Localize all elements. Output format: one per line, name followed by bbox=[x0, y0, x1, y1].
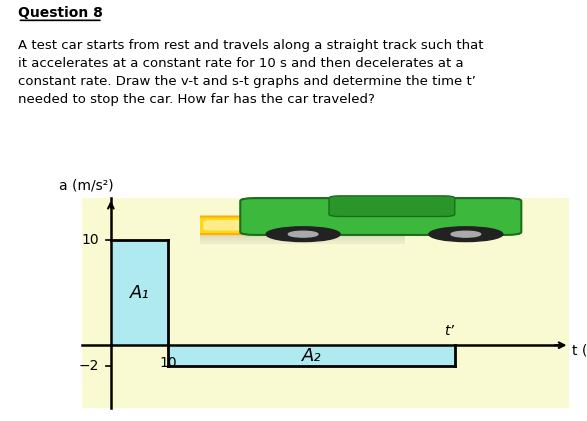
Bar bbox=[111, 240, 168, 345]
Text: 10: 10 bbox=[159, 356, 177, 370]
Circle shape bbox=[266, 227, 340, 242]
Text: A test car starts from rest and travels along a straight track such that
it acce: A test car starts from rest and travels … bbox=[18, 39, 483, 106]
Text: t’: t’ bbox=[444, 324, 454, 338]
FancyBboxPatch shape bbox=[203, 220, 255, 231]
FancyBboxPatch shape bbox=[192, 216, 281, 234]
Text: Question 8: Question 8 bbox=[18, 6, 103, 20]
Circle shape bbox=[288, 231, 318, 237]
Circle shape bbox=[429, 227, 503, 242]
Text: t (s): t (s) bbox=[572, 344, 587, 357]
Text: a (m/s²): a (m/s²) bbox=[59, 179, 114, 192]
Text: A₁: A₁ bbox=[130, 284, 149, 301]
Circle shape bbox=[451, 231, 481, 237]
FancyBboxPatch shape bbox=[329, 196, 455, 216]
Text: A₂: A₂ bbox=[302, 347, 321, 365]
Bar bbox=[168, 345, 455, 366]
Text: 10: 10 bbox=[82, 233, 99, 247]
FancyBboxPatch shape bbox=[240, 198, 521, 235]
Text: −2: −2 bbox=[79, 359, 99, 373]
